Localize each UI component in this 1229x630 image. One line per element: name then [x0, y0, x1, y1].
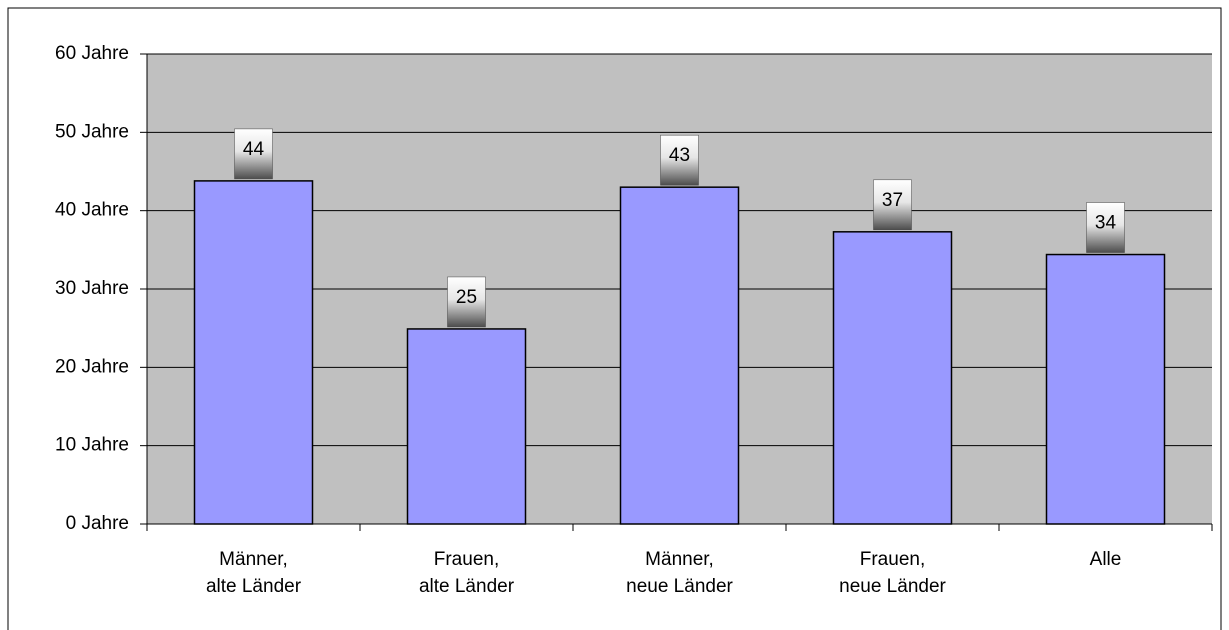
data-label-box — [447, 276, 486, 328]
y-tick-label: 10 Jahre — [55, 435, 129, 456]
bar — [406, 328, 527, 525]
x-tick-label: Männer, neue Länder — [626, 549, 733, 597]
data-label: 25 — [456, 287, 477, 308]
data-label: 44 — [243, 139, 265, 160]
x-tick-label: Männer, alte Länder — [205, 549, 302, 597]
y-tick-label: 0 Jahre — [66, 513, 129, 534]
data-label: 43 — [669, 145, 690, 166]
data-label-box — [234, 128, 273, 180]
y-tick-label: 60 Jahre — [55, 43, 129, 64]
data-label-box — [873, 179, 912, 231]
bar — [1045, 253, 1166, 525]
x-tick-label: Frauen, neue Länder — [839, 549, 946, 597]
y-tick-label: 50 Jahre — [55, 121, 129, 142]
y-tick-label: 20 Jahre — [55, 356, 129, 377]
bar — [193, 180, 314, 525]
data-label-box — [1086, 202, 1125, 253]
chart-frame — [7, 7, 1222, 630]
x-tick-label: Alle — [1089, 549, 1122, 570]
x-tick-label: Frauen, alte Länder — [418, 549, 515, 597]
bar — [619, 186, 740, 525]
bar — [832, 231, 953, 525]
data-label: 34 — [1095, 213, 1117, 234]
y-tick-label: 40 Jahre — [55, 200, 129, 221]
data-label: 37 — [882, 190, 903, 211]
data-label-box — [660, 134, 699, 186]
y-tick-label: 30 Jahre — [55, 278, 129, 299]
